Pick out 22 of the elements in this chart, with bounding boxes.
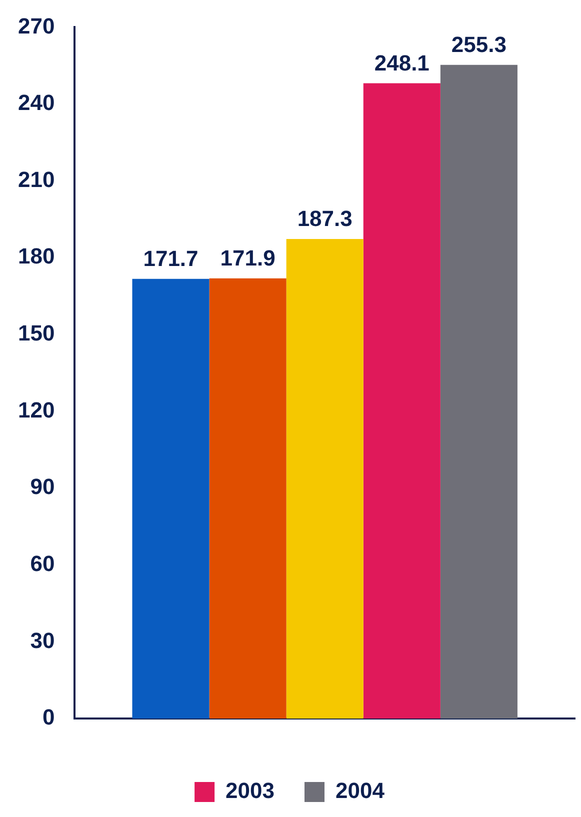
data-label: 255.3 <box>451 32 506 57</box>
y-tick-label: 180 <box>18 244 55 269</box>
bar <box>440 64 518 719</box>
data-label: 171.9 <box>220 245 276 270</box>
data-label: 171.7 <box>143 246 198 271</box>
data-label: 187.3 <box>297 206 352 232</box>
bar <box>132 278 210 719</box>
bar <box>363 83 440 719</box>
y-tick-label: 0 <box>42 704 55 730</box>
bar <box>209 278 286 719</box>
legend-label: 2003 <box>226 778 275 804</box>
y-tick-label: 90 <box>30 474 55 500</box>
y-tick-label: 240 <box>18 90 55 116</box>
y-tick-label: 30 <box>30 628 55 653</box>
y-tick-label: 120 <box>18 397 55 422</box>
y-tick-label: 150 <box>18 320 55 346</box>
bar <box>286 238 364 719</box>
y-tick-label: 210 <box>18 166 55 192</box>
data-label: 248.1 <box>374 50 430 76</box>
y-tick-label: 60 <box>30 551 55 576</box>
y-tick-label: 270 <box>18 13 55 38</box>
legend-label: 2004 <box>336 778 386 804</box>
